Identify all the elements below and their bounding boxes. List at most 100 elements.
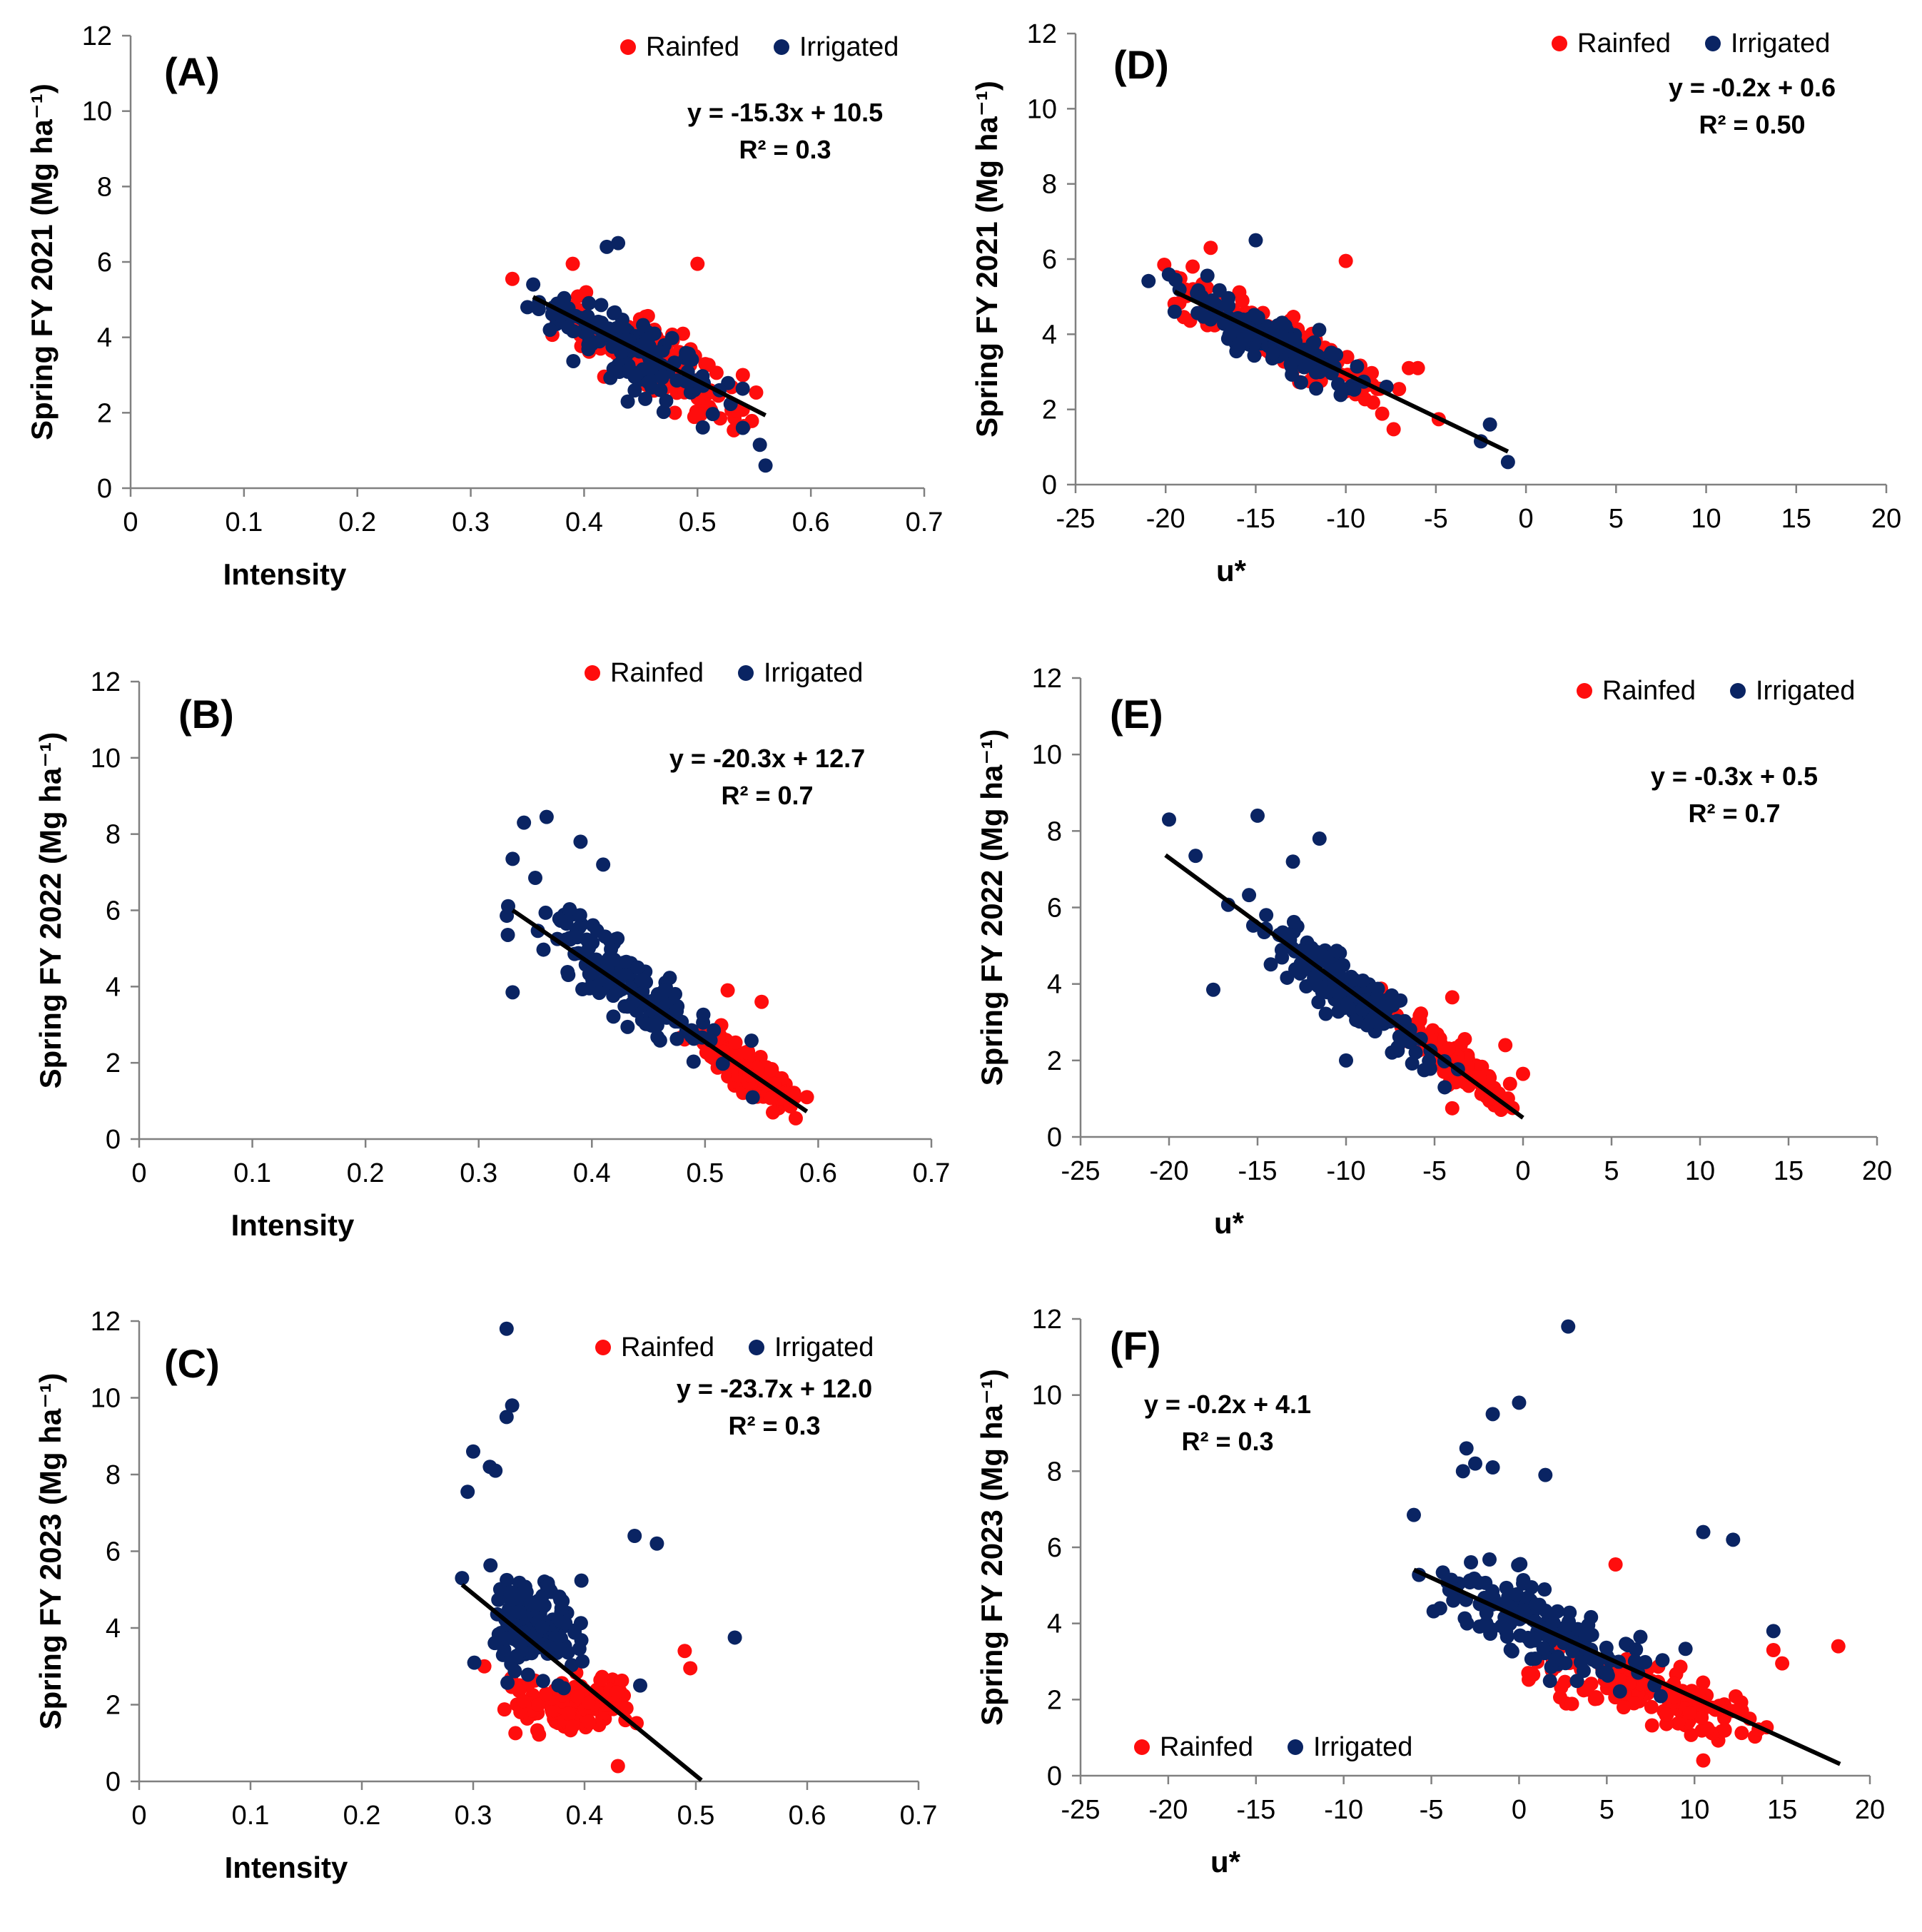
data-point-rainfed bbox=[735, 368, 750, 383]
r-squared-label: R² = 0.7 bbox=[1688, 799, 1780, 828]
data-point-irrigated bbox=[643, 360, 658, 375]
data-point-irrigated bbox=[1599, 1640, 1614, 1655]
data-point-irrigated bbox=[1141, 273, 1156, 288]
data-point-irrigated bbox=[1168, 273, 1183, 288]
data-point-rainfed bbox=[739, 1045, 754, 1060]
data-point-irrigated bbox=[1312, 831, 1327, 846]
data-point-irrigated bbox=[1275, 925, 1290, 940]
data-point-irrigated bbox=[1482, 1552, 1497, 1567]
data-point-irrigated bbox=[505, 985, 520, 1000]
data-point-irrigated bbox=[659, 393, 674, 408]
data-point-rainfed bbox=[513, 1704, 528, 1719]
data-point-irrigated bbox=[582, 295, 597, 310]
x-tick-label: 0.2 bbox=[338, 507, 376, 537]
data-point-irrigated bbox=[735, 381, 750, 396]
x-axis-title: Intensity bbox=[223, 557, 347, 591]
data-point-irrigated bbox=[1312, 365, 1327, 380]
data-point-irrigated bbox=[505, 851, 520, 866]
data-point-irrigated bbox=[604, 941, 619, 956]
data-point-rainfed bbox=[1584, 1676, 1599, 1691]
data-point-irrigated bbox=[652, 345, 667, 360]
y-tick-label: 6 bbox=[97, 248, 112, 278]
data-point-irrigated bbox=[1557, 1620, 1572, 1635]
y-axis-title: Spring FY 2023 (Mg ha⁻¹) bbox=[975, 1369, 1008, 1726]
data-point-irrigated bbox=[745, 1090, 760, 1105]
data-point-rainfed bbox=[610, 1759, 625, 1774]
data-point-irrigated bbox=[1311, 995, 1326, 1010]
y-tick-label: 4 bbox=[1042, 320, 1057, 350]
y-tick-label: 6 bbox=[1047, 1533, 1062, 1563]
data-point-rainfed bbox=[690, 256, 705, 271]
data-point-irrigated bbox=[1350, 359, 1365, 374]
data-point-rainfed bbox=[562, 1706, 577, 1721]
data-point-irrigated bbox=[542, 323, 557, 338]
data-point-irrigated bbox=[715, 1056, 730, 1071]
x-tick-label: 0 bbox=[123, 507, 138, 537]
legend: Rainfed Irrigated bbox=[1552, 29, 1830, 59]
x-tick-label: 10 bbox=[1691, 504, 1721, 534]
regression-equation: y = -23.7x + 12.0 bbox=[677, 1374, 872, 1403]
data-point-irrigated bbox=[517, 1579, 532, 1594]
data-point-rainfed bbox=[508, 1726, 523, 1741]
legend-marker-irrigated bbox=[749, 1340, 764, 1355]
data-point-rainfed bbox=[1445, 990, 1460, 1005]
data-point-rainfed bbox=[1700, 1721, 1715, 1736]
y-axis-title: Spring FY 2022 (Mg ha⁻¹) bbox=[34, 732, 67, 1089]
data-point-irrigated bbox=[1599, 1665, 1614, 1680]
data-point-irrigated bbox=[455, 1571, 470, 1586]
data-point-irrigated bbox=[681, 346, 696, 361]
x-tick-label: 0.7 bbox=[913, 1158, 951, 1188]
data-point-irrigated bbox=[641, 375, 656, 390]
data-point-rainfed bbox=[728, 1035, 743, 1050]
legend-label-rainfed: Rainfed bbox=[1160, 1732, 1253, 1762]
data-point-irrigated bbox=[1162, 812, 1176, 827]
series-rainfed bbox=[477, 1644, 698, 1774]
data-point-irrigated bbox=[526, 277, 541, 292]
trend-line bbox=[511, 908, 809, 1113]
data-point-rainfed bbox=[532, 1727, 547, 1742]
legend-label-rainfed: Rainfed bbox=[1577, 29, 1671, 59]
data-point-irrigated bbox=[735, 420, 750, 435]
legend: Rainfed Irrigated bbox=[595, 1332, 874, 1362]
data-point-irrigated bbox=[1499, 1580, 1514, 1595]
data-point-irrigated bbox=[1283, 357, 1298, 372]
data-point-irrigated bbox=[1484, 1622, 1499, 1637]
data-point-irrigated bbox=[1432, 1601, 1447, 1616]
data-point-irrigated bbox=[1212, 283, 1227, 298]
y-tick-label: 6 bbox=[106, 896, 121, 926]
data-point-irrigated bbox=[1528, 1598, 1543, 1613]
y-tick-label: 10 bbox=[91, 744, 121, 774]
data-point-irrigated bbox=[619, 954, 634, 969]
x-tick-label: 0.1 bbox=[225, 507, 263, 537]
data-point-rainfed bbox=[749, 385, 764, 400]
y-axis-title: Spring FY 2021 (Mg ha⁻¹) bbox=[25, 84, 59, 440]
data-point-irrigated bbox=[1221, 298, 1236, 313]
data-point-rainfed bbox=[1557, 1674, 1572, 1689]
panel-label: (C) bbox=[164, 1341, 220, 1386]
trend-line bbox=[532, 295, 767, 418]
data-point-irrigated bbox=[1629, 1642, 1644, 1657]
data-point-irrigated bbox=[539, 809, 554, 824]
r-squared-label: R² = 0.50 bbox=[1699, 110, 1805, 139]
x-tick-label: 0.5 bbox=[686, 1158, 724, 1188]
data-point-rainfed bbox=[593, 1673, 608, 1688]
data-point-rainfed bbox=[704, 1049, 719, 1064]
series-irrigated bbox=[520, 236, 773, 473]
x-tick-label: 0.3 bbox=[460, 1158, 497, 1188]
data-point-irrigated bbox=[570, 930, 585, 945]
data-point-irrigated bbox=[1355, 1002, 1370, 1017]
data-point-irrigated bbox=[669, 373, 684, 388]
data-point-rainfed bbox=[565, 1719, 580, 1734]
chart-panel-a: 0 2 4 6 8 10 12 0 0.1 0.2 0.3 0.4 0.5 0.6 0.7 Intensity… bbox=[25, 21, 943, 591]
data-point-rainfed bbox=[1696, 1753, 1711, 1768]
data-point-irrigated bbox=[507, 1664, 522, 1679]
x-tick-label: 0.4 bbox=[566, 1801, 604, 1831]
y-tick-label: 6 bbox=[1042, 245, 1057, 275]
data-point-irrigated bbox=[527, 1598, 542, 1613]
x-tick-label: 0 bbox=[131, 1801, 146, 1831]
legend-marker-irrigated bbox=[774, 39, 789, 55]
data-point-irrigated bbox=[505, 1398, 520, 1413]
data-point-irrigated bbox=[1633, 1629, 1648, 1644]
data-point-irrigated bbox=[705, 407, 720, 422]
data-point-irrigated bbox=[1335, 382, 1350, 397]
